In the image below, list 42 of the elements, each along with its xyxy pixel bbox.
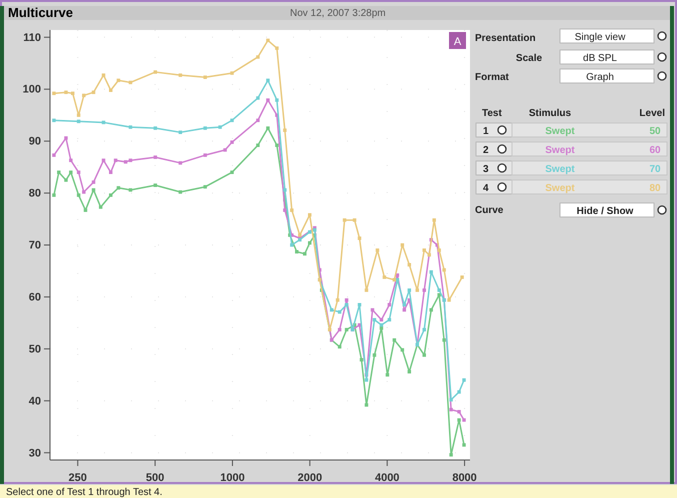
text: Single view xyxy=(574,32,626,43)
y-tick-label: 40 xyxy=(28,395,41,408)
y-tick-label: 110 xyxy=(23,32,41,44)
text: Swept xyxy=(545,126,576,137)
y-tick-label: 70 xyxy=(28,240,41,252)
y-tick-label: 90 xyxy=(28,136,41,148)
text: Format xyxy=(475,72,510,83)
text: Graph xyxy=(586,72,614,83)
y-tick-label: 30 xyxy=(28,447,41,460)
x-tick-label: 500 xyxy=(146,472,164,484)
text: Test xyxy=(482,108,502,119)
text: Swept xyxy=(545,145,576,156)
text: 80 xyxy=(649,183,661,194)
y-tick-label: 60 xyxy=(28,291,41,304)
x-tick-label: 8000 xyxy=(452,472,477,484)
text: 60 xyxy=(649,145,661,156)
x-tick-label: 250 xyxy=(68,472,87,484)
annotation: A xyxy=(454,36,462,48)
text: Stimulus xyxy=(528,108,572,119)
text: 70 xyxy=(649,164,661,175)
text: 4 xyxy=(483,183,489,194)
text: Level xyxy=(639,108,666,119)
text: Presentation xyxy=(475,33,536,44)
text: Hide / Show xyxy=(576,206,634,217)
text: 2 xyxy=(483,145,489,156)
x-tick-label: 1000 xyxy=(220,472,245,484)
text: Select one of Test 1 through Test 4. xyxy=(6,487,162,498)
text: Scale xyxy=(516,53,542,64)
x-tick-label: 4000 xyxy=(374,472,400,484)
text: dB SPL xyxy=(583,53,618,64)
text: 3 xyxy=(483,164,489,175)
text: 1 xyxy=(483,126,489,137)
text: 50 xyxy=(649,126,661,137)
y-tick-label: 100 xyxy=(22,84,41,96)
text: Curve xyxy=(475,205,504,216)
y-tick-label: 80 xyxy=(28,188,41,200)
text: Swept xyxy=(545,164,576,175)
x-tick-label: 2000 xyxy=(298,472,322,484)
y-tick-label: 50 xyxy=(28,343,41,356)
text: Swept xyxy=(545,183,576,194)
chart-subtitle: Nov 12, 2007 3:28pm xyxy=(290,8,386,19)
chart-title: Multicurve xyxy=(8,5,74,20)
